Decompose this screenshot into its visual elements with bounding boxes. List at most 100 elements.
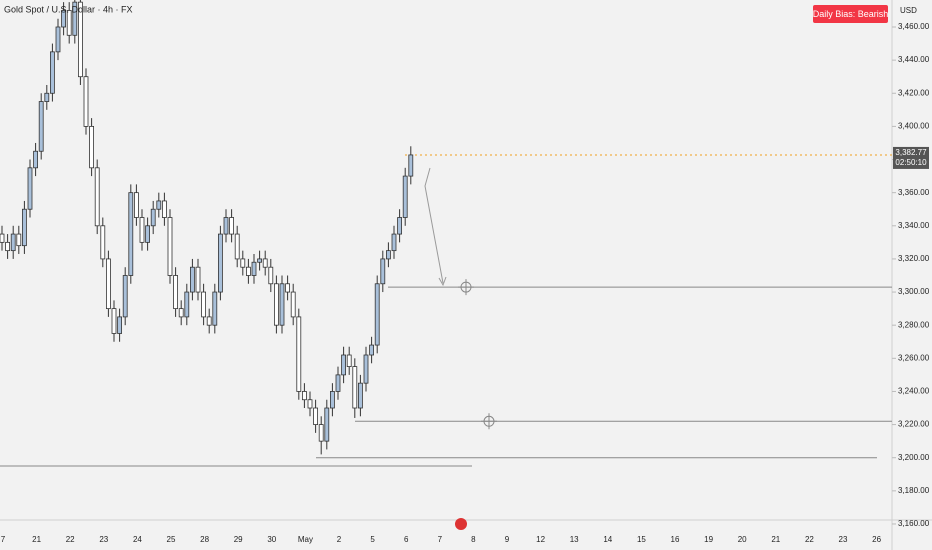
candle-body bbox=[161, 200, 167, 218]
candle-body bbox=[352, 366, 358, 409]
x-tick-label: 15 bbox=[637, 535, 646, 544]
x-tick-label: 24 bbox=[133, 535, 142, 544]
candle-body bbox=[61, 10, 66, 28]
candle-body bbox=[184, 291, 190, 318]
candle-body bbox=[201, 291, 207, 318]
candle-body bbox=[341, 354, 347, 376]
candle-body bbox=[72, 1, 78, 36]
candle-body bbox=[369, 344, 375, 356]
candle-body bbox=[273, 283, 279, 326]
x-tick-label: 7 bbox=[1, 535, 6, 544]
candle-body bbox=[21, 208, 27, 247]
candle-body bbox=[122, 275, 128, 318]
candle-body bbox=[50, 51, 55, 94]
badge-bg bbox=[813, 5, 888, 23]
candle-body bbox=[89, 125, 94, 169]
x-tick-label: 23 bbox=[839, 535, 848, 544]
candle-body bbox=[240, 258, 246, 268]
candle-body bbox=[55, 26, 61, 53]
event-icon[interactable] bbox=[455, 518, 467, 530]
candle-body bbox=[391, 233, 397, 252]
candle-body bbox=[195, 266, 201, 293]
y-tick-label: 3,220.00 bbox=[898, 420, 930, 429]
bias-badge[interactable]: Daily Bias: Bearish bbox=[813, 9, 889, 19]
candle-body bbox=[374, 283, 380, 346]
y-tick-label: 3,400.00 bbox=[898, 122, 930, 131]
candle-body bbox=[106, 258, 111, 310]
y-tick-label: 3,240.00 bbox=[898, 387, 930, 396]
candle-body bbox=[150, 208, 156, 227]
y-tick-label: 3,440.00 bbox=[898, 55, 930, 64]
x-tick-label: 13 bbox=[570, 535, 579, 544]
x-tick-label: 21 bbox=[771, 535, 780, 544]
candle-body bbox=[234, 233, 240, 260]
candle-body bbox=[38, 101, 44, 152]
arrow-head bbox=[438, 276, 447, 287]
candle-body bbox=[346, 354, 352, 368]
candle-body bbox=[145, 225, 151, 243]
target-cross bbox=[458, 279, 474, 296]
chart-title: Gold Spot / U.S. Dollar · 4h · FX bbox=[4, 4, 133, 14]
y-tick-label: 3,340.00 bbox=[898, 221, 930, 230]
overlay: 3,160.00 3,180.00 3,200.00 3,220.00 3,240.00… bbox=[1, 22, 930, 544]
candle-body bbox=[178, 308, 184, 318]
candle-body bbox=[268, 266, 274, 285]
candle-body bbox=[206, 316, 212, 326]
x-tick-label: 14 bbox=[603, 535, 612, 544]
candle-body bbox=[307, 399, 313, 409]
x-tick-label: 19 bbox=[704, 535, 713, 544]
x-tick-label: 21 bbox=[32, 535, 41, 544]
candle-body bbox=[189, 266, 195, 293]
candle-body bbox=[94, 167, 100, 227]
currency[interactable]: USD bbox=[900, 6, 917, 15]
candle-body bbox=[290, 291, 296, 318]
candle-body bbox=[10, 233, 16, 252]
candle-body bbox=[33, 150, 38, 169]
countdown: 02:50:10 bbox=[895, 158, 927, 167]
x-tick-label: 20 bbox=[738, 535, 747, 544]
last-price-label: 3,382.77 bbox=[895, 148, 927, 157]
y-tick-label: 3,200.00 bbox=[898, 453, 930, 462]
candle-body bbox=[139, 217, 145, 243]
candle-body bbox=[324, 407, 330, 442]
candle-body bbox=[217, 233, 223, 293]
x-tick-label: 7 bbox=[438, 535, 443, 544]
plot bbox=[0, 0, 892, 467]
candle-body bbox=[296, 316, 302, 392]
x-tick-label: 23 bbox=[99, 535, 108, 544]
candle-body bbox=[313, 407, 319, 425]
x-tick-label: 12 bbox=[536, 535, 545, 544]
y-tick-label: 3,260.00 bbox=[898, 353, 930, 362]
y-tick-label: 3,160.00 bbox=[898, 519, 930, 528]
x-tick-label: 22 bbox=[66, 535, 75, 544]
y-tick-label: 3,360.00 bbox=[898, 188, 930, 197]
candle-body bbox=[173, 275, 179, 310]
candle-body bbox=[335, 374, 341, 392]
candle-body bbox=[78, 1, 83, 78]
x-tick-label: 2 bbox=[337, 535, 342, 544]
candle-body bbox=[380, 258, 386, 285]
x-tick-label: 26 bbox=[872, 535, 881, 544]
candle-body bbox=[279, 283, 285, 326]
candle-body bbox=[156, 200, 162, 210]
y-tick-label: 3,420.00 bbox=[898, 88, 930, 97]
x-tick-label: 22 bbox=[805, 535, 814, 544]
x-tick-label: 30 bbox=[267, 535, 276, 544]
candle-body bbox=[229, 217, 235, 235]
x-tick-label: 29 bbox=[234, 535, 243, 544]
candle-body bbox=[0, 233, 5, 243]
candle-body bbox=[66, 10, 72, 36]
candle-body bbox=[212, 291, 218, 326]
candle-body bbox=[385, 250, 391, 260]
price-box bbox=[893, 146, 929, 169]
candle-body bbox=[245, 266, 251, 276]
candle-body bbox=[262, 258, 268, 268]
candle-body bbox=[167, 217, 173, 276]
y-tick-label: 3,300.00 bbox=[898, 287, 930, 296]
candle-body bbox=[397, 217, 403, 235]
candle-body bbox=[408, 154, 414, 177]
candle-body bbox=[223, 217, 229, 235]
x-tick-label: 8 bbox=[471, 535, 476, 544]
y-tick-label: 3,460.00 bbox=[898, 22, 930, 31]
